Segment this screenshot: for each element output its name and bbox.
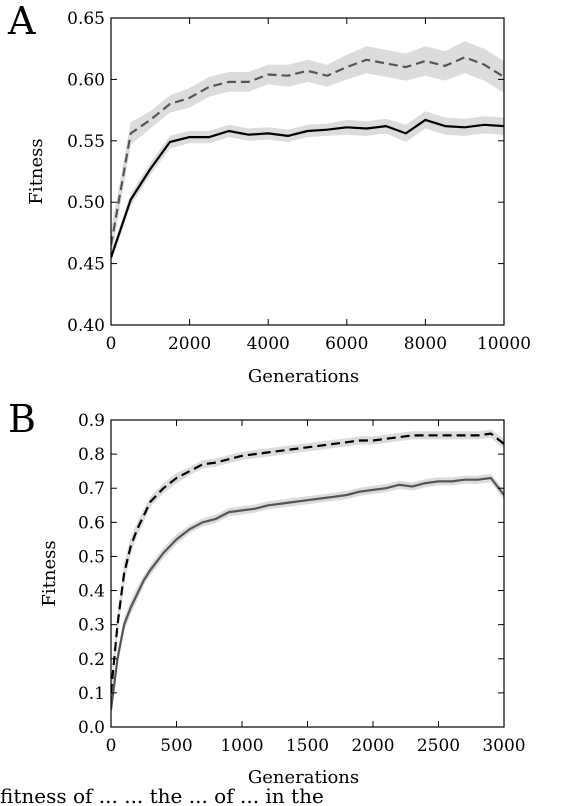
plot-area: [111, 429, 504, 717]
y-axis-label: Fitness: [26, 138, 47, 204]
y-tick-label: 0.6: [78, 513, 105, 533]
y-tick-label: 0.2: [78, 650, 105, 670]
plot-area: [111, 41, 504, 263]
confidence-band-solid: [111, 473, 504, 717]
x-tick-label: 1000: [220, 736, 263, 756]
y-tick-label: 0.4: [78, 582, 105, 602]
confidence-band-dashed: [111, 41, 504, 260]
y-tick-label: 0.50: [67, 193, 105, 213]
y-tick-label: 0.65: [67, 9, 105, 29]
chart-panel-a: 0.40 0.45 0.50 0.55 0.60 0.65 0 2000 4000 6000 800…: [26, 9, 531, 387]
y-tick-label: 0.55: [67, 132, 105, 152]
x-tick-label: 2000: [351, 736, 394, 756]
x-tick-label: 3000: [482, 736, 525, 756]
y-tick-label: 0.3: [78, 616, 105, 636]
x-tick-label: 2000: [168, 334, 211, 354]
y-tick-label: 0.60: [67, 70, 105, 90]
series-line-dashed: [111, 432, 504, 694]
series-line-dashed: [111, 56, 504, 246]
y-tick-label: 0.9: [78, 411, 105, 431]
plot-frame: [110, 17, 505, 326]
confidence-band-dashed: [111, 429, 504, 704]
x-tick-label: 10000: [477, 334, 531, 354]
caption-fragment: fitness of ... ... the ... of ... in the: [0, 786, 324, 806]
y-tick-label: 0.1: [78, 684, 105, 704]
x-tick-label: 1500: [286, 736, 329, 756]
panel-label-b: B: [8, 397, 36, 441]
y-tick-label: 0.8: [78, 445, 105, 465]
x-tick-label: 0: [106, 334, 117, 354]
y-axis-label: Fitness: [39, 540, 60, 606]
x-axis-label: Generations: [248, 366, 359, 387]
x-tick-label: 8000: [404, 334, 447, 354]
x-tick-label: 500: [160, 736, 192, 756]
panel-label-a: A: [8, 0, 36, 43]
series-line-solid: [111, 118, 504, 258]
y-tick-label: 0.45: [67, 255, 105, 275]
y-tick-label: 0.5: [78, 547, 105, 567]
y-tick-label: 0.7: [78, 479, 105, 499]
x-tick-label: 6000: [325, 334, 368, 354]
x-tick-label: 0: [106, 736, 117, 756]
chart-panel-b: 0.0 0.1 0.2 0.3 0.4 0.5 0.6 0.7 0.8 0.9 0 500 1000 15…: [39, 411, 526, 788]
y-tick-label: 0.40: [67, 316, 105, 336]
confidence-band-solid: [111, 111, 504, 263]
y-tick-label: 0.0: [78, 718, 105, 738]
series-line-solid: [111, 476, 504, 711]
x-tick-label: 4000: [247, 334, 290, 354]
x-tick-label: 2500: [417, 736, 460, 756]
x-axis-label: Generations: [248, 767, 359, 788]
plot-frame: [110, 419, 505, 728]
